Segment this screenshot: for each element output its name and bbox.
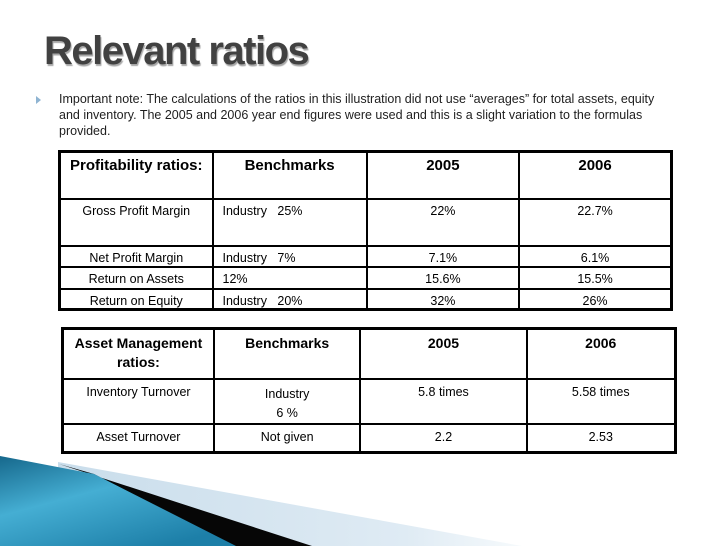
value-2005-cell: 7.1%: [365, 244, 521, 268]
table-row: Inventory Turnover Industry 6 % 5.8 time…: [61, 377, 677, 425]
column-header: Profitability ratios:: [58, 150, 214, 200]
benchmark-cell: Industry 6 %: [212, 377, 362, 425]
table-row: Return on Assets 12% 15.6% 15.5%: [58, 265, 673, 290]
benchmark-cell: Industry 25%: [211, 197, 368, 247]
column-header: Benchmarks: [212, 327, 362, 380]
benchmark-line-2: 6 %: [276, 405, 298, 420]
column-header: 2005: [359, 327, 528, 380]
value-2006-cell: 26%: [518, 287, 673, 311]
value-2005-cell: 2.2: [359, 422, 528, 454]
column-header: 2005: [365, 150, 521, 200]
ratio-name-cell: Return on Assets: [58, 265, 214, 290]
benchmark-cell: Industry 7%: [211, 244, 368, 268]
right-arrow-bullet-icon: [36, 96, 41, 104]
benchmark-line-1: Industry: [264, 386, 310, 401]
benchmark-cell: Industry 20%: [211, 287, 368, 311]
asset-management-ratios-table: Asset Management ratios: Benchmarks 2005…: [61, 327, 677, 454]
important-note: Important note: The calculations of the …: [59, 92, 655, 138]
ratio-name-cell: Return on Equity: [58, 287, 214, 311]
column-header: Asset Management ratios:: [61, 327, 215, 380]
column-header: 2006: [525, 327, 677, 380]
slide-corner-decoration: [0, 456, 522, 546]
black-stripe: [59, 464, 312, 546]
column-header: 2006: [518, 150, 673, 200]
column-header: Benchmarks: [211, 150, 368, 200]
ratio-name-cell: Gross Profit Margin: [58, 197, 214, 247]
benchmark-cell: Not given: [212, 422, 362, 454]
value-2005-cell: 5.8 times: [359, 377, 528, 425]
table-row: Gross Profit Margin Industry 25% 22% 22.…: [58, 197, 673, 247]
value-2006-cell: 2.53: [525, 422, 677, 454]
table-row: Net Profit Margin Industry 7% 7.1% 6.1%: [58, 244, 673, 268]
ratio-name-cell: Asset Turnover: [61, 422, 215, 454]
benchmark-cell: 12%: [211, 265, 368, 290]
value-2006-cell: 22.7%: [518, 197, 673, 247]
value-2006-cell: 5.58 times: [525, 377, 677, 425]
table-row: Asset Turnover Not given 2.2 2.53: [61, 422, 677, 454]
table-header-row: Asset Management ratios: Benchmarks 2005…: [61, 327, 677, 380]
value-2005-cell: 22%: [365, 197, 521, 247]
value-2005-cell: 15.6%: [365, 265, 521, 290]
teal-swoosh: [0, 456, 236, 546]
value-2005-cell: 32%: [365, 287, 521, 311]
profitability-ratios-table: Profitability ratios: Benchmarks 2005 20…: [58, 150, 673, 311]
value-2006-cell: 6.1%: [518, 244, 673, 268]
value-2006-cell: 15.5%: [518, 265, 673, 290]
ratio-name-cell: Net Profit Margin: [58, 244, 214, 268]
ratio-name-cell: Inventory Turnover: [61, 377, 215, 425]
table-header-row: Profitability ratios: Benchmarks 2005 20…: [58, 150, 673, 200]
slide-title: Relevant ratios: [44, 29, 310, 73]
table-row: Return on Equity Industry 20% 32% 26%: [58, 287, 673, 311]
